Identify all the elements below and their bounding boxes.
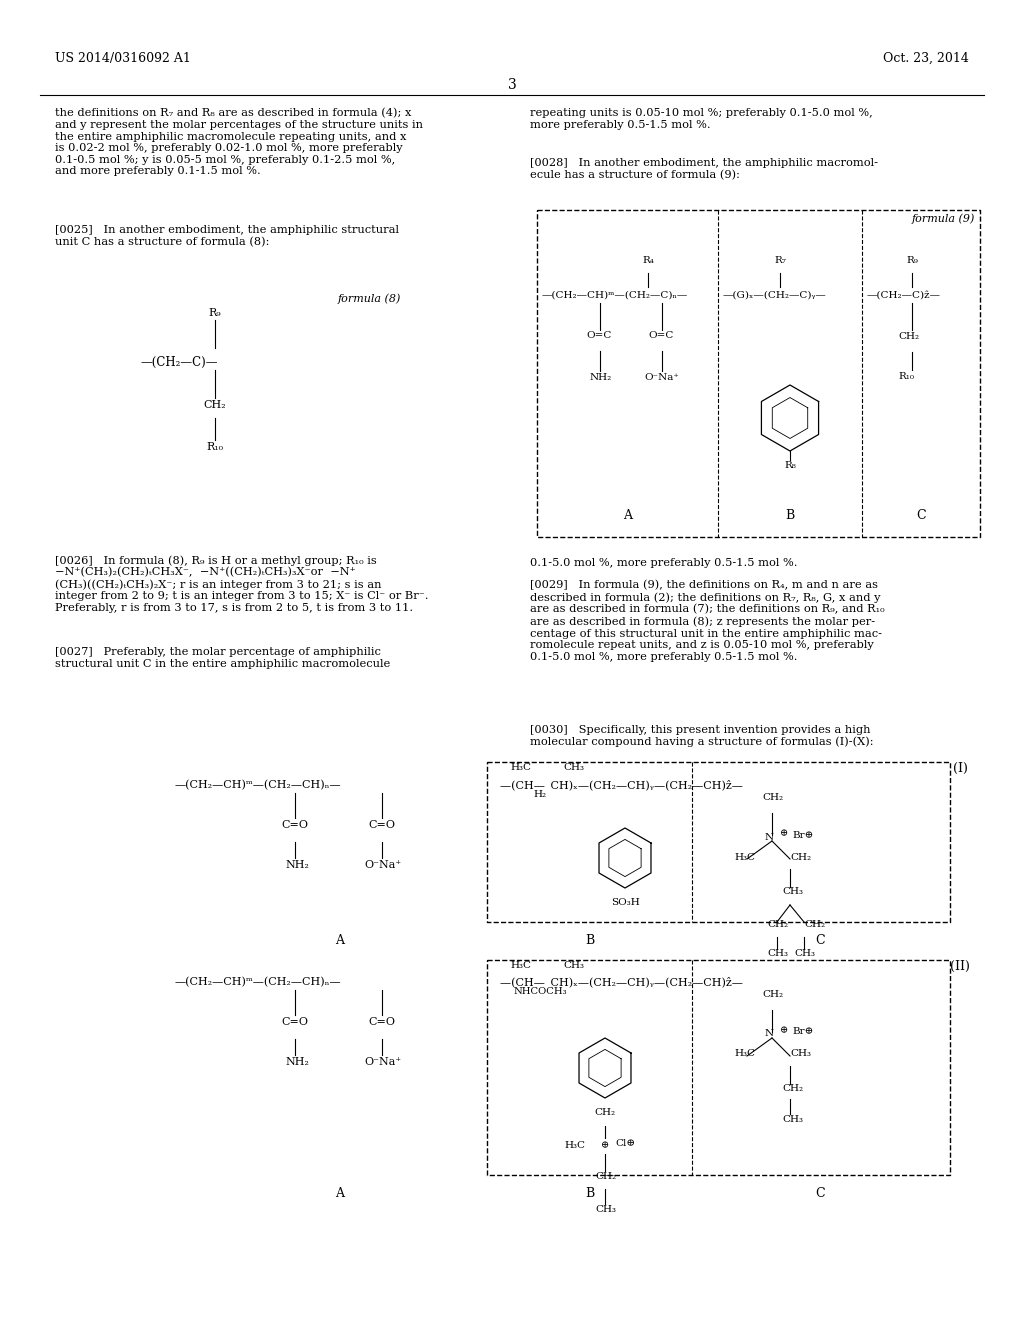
Text: CH₃: CH₃ xyxy=(794,949,815,958)
Text: H₃C: H₃C xyxy=(734,1049,755,1059)
Text: CH₃: CH₃ xyxy=(790,1049,811,1059)
Text: B: B xyxy=(785,510,795,521)
Text: CH₂: CH₂ xyxy=(790,853,811,862)
Text: H₃C: H₃C xyxy=(510,763,531,772)
Text: CH₂: CH₂ xyxy=(595,1107,615,1117)
Text: ⊕: ⊕ xyxy=(780,1027,788,1035)
Text: 0.1-5.0 mol %, more preferably 0.5-1.5 mol %.: 0.1-5.0 mol %, more preferably 0.5-1.5 m… xyxy=(530,558,798,568)
Text: NH₂: NH₂ xyxy=(285,1057,309,1067)
Text: [0025]   In another embodiment, the amphiphilic structural
unit C has a structur: [0025] In another embodiment, the amphip… xyxy=(55,224,399,247)
Text: formula (9): formula (9) xyxy=(911,213,975,223)
Text: O⁻Na⁺: O⁻Na⁺ xyxy=(644,374,679,381)
Text: C: C xyxy=(815,935,824,946)
Text: ⊕: ⊕ xyxy=(601,1142,609,1151)
Text: CH₃: CH₃ xyxy=(782,1115,803,1125)
Text: B: B xyxy=(586,935,595,946)
Text: C=O: C=O xyxy=(368,1016,395,1027)
Text: Cl⊕: Cl⊕ xyxy=(615,1139,635,1148)
Text: O=C: O=C xyxy=(586,331,611,341)
Text: R₁₀: R₁₀ xyxy=(898,372,914,381)
Text: B: B xyxy=(586,1187,595,1200)
Text: C=O: C=O xyxy=(281,1016,308,1027)
Text: —(CH₂—C)ẑ—: —(CH₂—C)ẑ— xyxy=(867,290,941,300)
Text: [0030]   Specifically, this present invention provides a high
molecular compound: [0030] Specifically, this present invent… xyxy=(530,725,873,747)
Text: NHCOCH₃: NHCOCH₃ xyxy=(513,987,567,997)
Text: (I): (I) xyxy=(952,762,968,775)
Text: R₄: R₄ xyxy=(642,256,654,265)
Text: A: A xyxy=(623,510,632,521)
Text: Oct. 23, 2014: Oct. 23, 2014 xyxy=(883,51,969,65)
Text: A: A xyxy=(336,935,344,946)
Text: R₉: R₉ xyxy=(906,256,918,265)
Text: NH₂: NH₂ xyxy=(285,861,309,870)
Text: CH₂: CH₂ xyxy=(762,793,783,803)
Text: O=C: O=C xyxy=(648,331,674,341)
Text: —(CH₂—C)—: —(CH₂—C)— xyxy=(140,355,217,368)
Text: O⁻Na⁺: O⁻Na⁺ xyxy=(364,861,401,870)
Text: C: C xyxy=(815,1187,824,1200)
Text: [0029]   In formula (9), the definitions on R₄, m and n are as
described in form: [0029] In formula (9), the definitions o… xyxy=(530,579,885,661)
Text: [0026]   In formula (8), R₉ is H or a methyl group; R₁₀ is
−N⁺(CH₃)₂(CH₂)ₜCH₃X⁻,: [0026] In formula (8), R₉ is H or a meth… xyxy=(55,554,428,612)
Text: CH₂: CH₂ xyxy=(898,333,920,341)
Text: Br⊕: Br⊕ xyxy=(792,1027,813,1036)
Text: (II): (II) xyxy=(950,960,970,973)
Text: Br⊕: Br⊕ xyxy=(792,830,813,840)
Text: CH₂: CH₂ xyxy=(204,400,226,411)
Text: —(CH₂—CH)ᵐ—(CH₂—CH)ₙ—: —(CH₂—CH)ᵐ—(CH₂—CH)ₙ— xyxy=(175,977,342,987)
Text: H₃C: H₃C xyxy=(510,961,531,969)
Text: C=O: C=O xyxy=(281,820,308,830)
Text: —(CH— CH)ₓ—(CH₂—CH)ᵧ—(CH₂—CH)ẑ—: —(CH— CH)ₓ—(CH₂—CH)ᵧ—(CH₂—CH)ẑ— xyxy=(500,977,742,987)
Text: —(CH₂—CH)ᵐ—(CH₂—C)ₙ—: —(CH₂—CH)ᵐ—(CH₂—C)ₙ— xyxy=(542,290,688,300)
Text: A: A xyxy=(336,1187,344,1200)
Text: N: N xyxy=(765,1030,774,1039)
Text: C: C xyxy=(916,510,926,521)
Text: H₃C: H₃C xyxy=(734,853,755,862)
Text: CH₃: CH₃ xyxy=(595,1205,616,1214)
Text: CH₂: CH₂ xyxy=(804,920,825,929)
Text: H₃C: H₃C xyxy=(564,1142,585,1151)
Text: NH₂: NH₂ xyxy=(590,374,612,381)
Text: C=O: C=O xyxy=(368,820,395,830)
Text: —(CH₂—CH)ᵐ—(CH₂—CH)ₙ—: —(CH₂—CH)ᵐ—(CH₂—CH)ₙ— xyxy=(175,780,342,791)
Text: —(CH— CH)ₓ—(CH₂—CH)ᵧ—(CH₂—CH)ẑ—: —(CH— CH)ₓ—(CH₂—CH)ᵧ—(CH₂—CH)ẑ— xyxy=(500,780,742,791)
Text: CH₃: CH₃ xyxy=(563,961,584,969)
Text: R₉: R₉ xyxy=(209,308,221,318)
Text: SO₃H: SO₃H xyxy=(610,898,639,907)
Text: formula (8): formula (8) xyxy=(338,293,401,304)
Text: R₁₀: R₁₀ xyxy=(207,442,223,451)
Text: CH₃: CH₃ xyxy=(563,763,584,772)
Text: H₂: H₂ xyxy=(534,789,547,799)
Text: CH₂: CH₂ xyxy=(762,990,783,999)
Text: O⁻Na⁺: O⁻Na⁺ xyxy=(364,1057,401,1067)
Text: CH₂: CH₂ xyxy=(595,1172,616,1181)
Text: the definitions on R₇ and R₈ are as described in formula (4); x
and y represent : the definitions on R₇ and R₈ are as desc… xyxy=(55,108,423,177)
Text: [0027]   Preferably, the molar percentage of amphiphilic
structural unit C in th: [0027] Preferably, the molar percentage … xyxy=(55,647,390,669)
Text: N: N xyxy=(765,833,774,842)
Text: R₇: R₇ xyxy=(774,256,786,265)
Text: R₈: R₈ xyxy=(784,461,796,470)
Text: US 2014/0316092 A1: US 2014/0316092 A1 xyxy=(55,51,190,65)
Text: —(G)ₓ—(CH₂—C)ᵧ—: —(G)ₓ—(CH₂—C)ᵧ— xyxy=(723,290,826,300)
Text: ⊕: ⊕ xyxy=(780,829,788,838)
Text: [0028]   In another embodiment, the amphiphilic macromol-
ecule has a structure : [0028] In another embodiment, the amphip… xyxy=(530,158,878,180)
Text: CH₃: CH₃ xyxy=(782,887,803,896)
Text: 3: 3 xyxy=(508,78,516,92)
Text: CH₂: CH₂ xyxy=(767,920,788,929)
Text: CH₂: CH₂ xyxy=(782,1084,803,1093)
Text: repeating units is 0.05-10 mol %; preferably 0.1-5.0 mol %,
more preferably 0.5-: repeating units is 0.05-10 mol %; prefer… xyxy=(530,108,872,129)
Text: CH₃: CH₃ xyxy=(767,949,788,958)
